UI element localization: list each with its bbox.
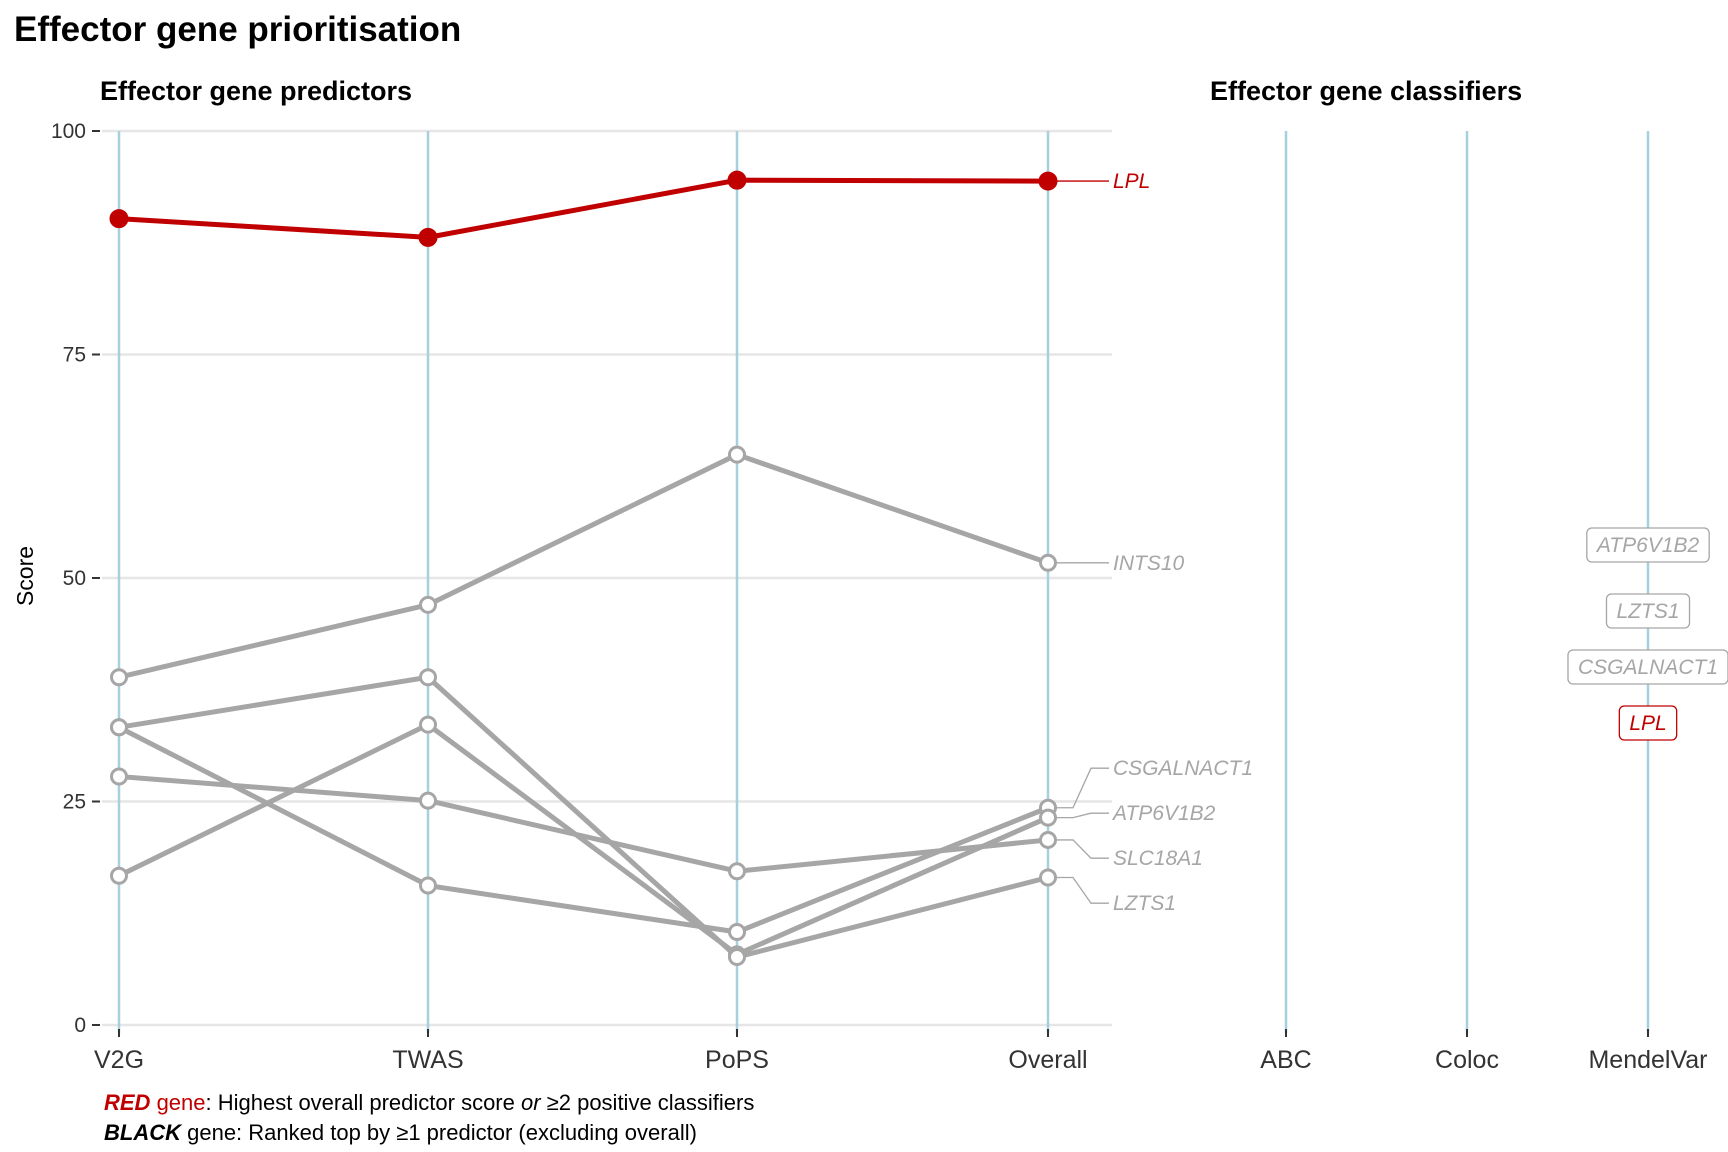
data-point	[419, 595, 437, 614]
caption-black-rule: BLACK gene: Ranked top by ≥1 predictor (…	[104, 1120, 697, 1146]
caption-red-rule: RED gene: Highest overall predictor scor…	[104, 1090, 754, 1116]
data-point	[1039, 808, 1057, 827]
data-point	[728, 948, 746, 967]
data-point	[110, 718, 128, 737]
y-tick-label: 75	[63, 344, 86, 367]
x-axis-ticks: V2G TWAS PoPS Overall ABC Coloc MendelVar	[94, 1029, 1708, 1074]
caption-red-gene-word: gene	[150, 1090, 206, 1115]
data-point	[419, 715, 437, 734]
gene-label: LPL	[1113, 170, 1150, 193]
data-point	[419, 668, 437, 687]
series-line	[118, 177, 1049, 240]
gene-label: ATP6V1B2	[1111, 802, 1216, 825]
classifier-label-box	[1586, 527, 1710, 563]
series-line	[118, 773, 1049, 874]
data-point	[110, 668, 128, 687]
classifier-labels: ATP6V1B2 LZTS1 CSGALNACT1 LPL	[1567, 527, 1728, 741]
data-point	[109, 209, 129, 229]
x-tick-label: V2G	[94, 1046, 144, 1074]
gene-label-connector	[1057, 876, 1109, 904]
caption-or-word: or	[520, 1090, 541, 1115]
gridlines	[102, 129, 1112, 1027]
y-tick-label: 100	[51, 120, 86, 143]
classifiers-panel-title: Effector gene classifiers	[1210, 76, 1522, 106]
y-axis-label: Score	[12, 546, 38, 606]
gene-label: INTS10	[1113, 552, 1185, 575]
predictors-panel-title: Effector gene predictors	[100, 76, 412, 106]
series-lines	[109, 170, 1058, 967]
data-point	[1039, 553, 1057, 572]
series-line	[118, 674, 1049, 960]
category-axis-lines	[117, 131, 1650, 1033]
data-point	[727, 170, 747, 190]
data-point	[110, 866, 128, 885]
y-tick-label: 25	[63, 791, 86, 814]
y-axis-ticks: 0 25 50 75 100	[51, 120, 100, 1037]
gene-label: LZTS1	[1113, 892, 1176, 915]
classifier-label: ATP6V1B2	[1595, 534, 1700, 557]
x-tick-label: Overall	[1008, 1046, 1087, 1074]
gene-label: CSGALNACT1	[1113, 757, 1253, 780]
x-tick-label: Coloc	[1435, 1046, 1499, 1074]
gene-label: SLC18A1	[1113, 847, 1203, 870]
x-tick-label: MendelVar	[1588, 1046, 1707, 1074]
data-point	[1039, 830, 1057, 849]
data-point	[728, 862, 746, 881]
y-tick-label: 50	[63, 567, 86, 590]
caption-black-keyword: BLACK	[104, 1120, 181, 1145]
y-tick-label: 0	[74, 1014, 86, 1037]
data-point	[110, 767, 128, 786]
classifier-label-box	[1618, 705, 1678, 741]
caption-red-keyword: RED	[104, 1090, 151, 1115]
data-point	[728, 923, 746, 942]
gene-label-connector	[1057, 812, 1109, 819]
caption-red-text-a: : Highest overall predictor score	[205, 1090, 521, 1115]
data-point	[419, 876, 437, 895]
classifier-label-box	[1605, 593, 1691, 629]
data-point	[1039, 868, 1057, 887]
chart-title: Effector gene prioritisation	[14, 10, 461, 49]
classifier-label: LZTS1	[1616, 600, 1679, 623]
data-point	[728, 445, 746, 464]
series-line	[117, 725, 1049, 935]
classifier-label-box	[1567, 649, 1728, 685]
caption-black-text: gene: Ranked top by ≥1 predictor (exclud…	[181, 1120, 697, 1145]
data-point	[418, 227, 438, 247]
classifier-label: CSGALNACT1	[1578, 656, 1718, 679]
gene-labels: LPL INTS10 CSGALNACT1 ATP6V1B2 SLC18A1 LZTS1	[1057, 170, 1253, 915]
x-tick-label: ABC	[1260, 1046, 1311, 1074]
x-tick-label: TWAS	[392, 1046, 463, 1074]
caption-red-text-b: ≥2 positive classifiers	[540, 1090, 755, 1115]
x-tick-label: PoPS	[705, 1046, 769, 1074]
data-point	[419, 791, 437, 810]
classifier-label: LPL	[1629, 712, 1666, 735]
series-line	[118, 452, 1049, 680]
data-point	[1038, 171, 1058, 191]
gene-label-connector	[1057, 767, 1109, 809]
series-line	[117, 722, 1050, 957]
gene-label-connector	[1057, 839, 1109, 859]
